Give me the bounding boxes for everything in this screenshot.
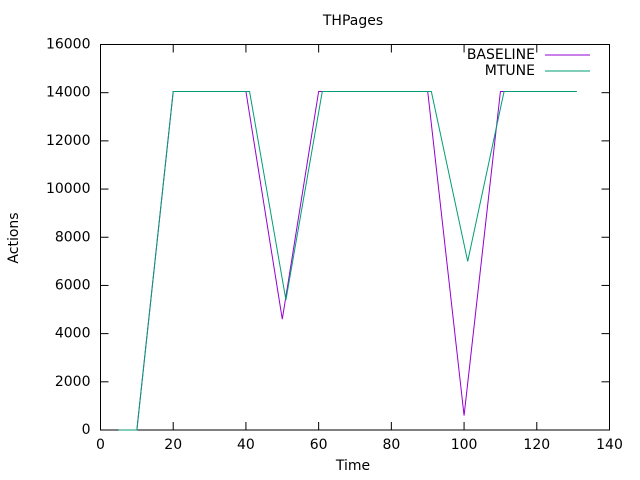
x-tick-label: 0 [96,437,105,453]
y-tick-label: 16000 [46,37,91,53]
x-tick-label: 40 [237,437,255,453]
series-line [118,90,577,431]
x-tick-label: 120 [523,437,550,453]
x-tick-label: 100 [451,437,478,453]
y-tick-label: 14000 [46,85,91,101]
x-tick-label: 80 [382,437,400,453]
legend-label: MTUNE [485,63,535,79]
y-tick-label: 6000 [55,277,91,293]
y-tick-label: 4000 [55,326,91,342]
x-tick-label: 60 [310,437,328,453]
y-tick-label: 2000 [55,374,91,390]
x-tick-label: 140 [596,437,623,453]
y-tick-label: 10000 [46,181,91,197]
y-axis-label: Actions [6,212,22,263]
chart-title: THPages [322,13,383,29]
x-tick-label: 20 [164,437,182,453]
x-axis-label: Time [335,458,370,474]
y-tick-label: 0 [82,422,91,438]
legend-label: BASELINE [467,47,535,63]
y-tick-label: 8000 [55,229,91,245]
y-tick-label: 12000 [46,133,91,149]
